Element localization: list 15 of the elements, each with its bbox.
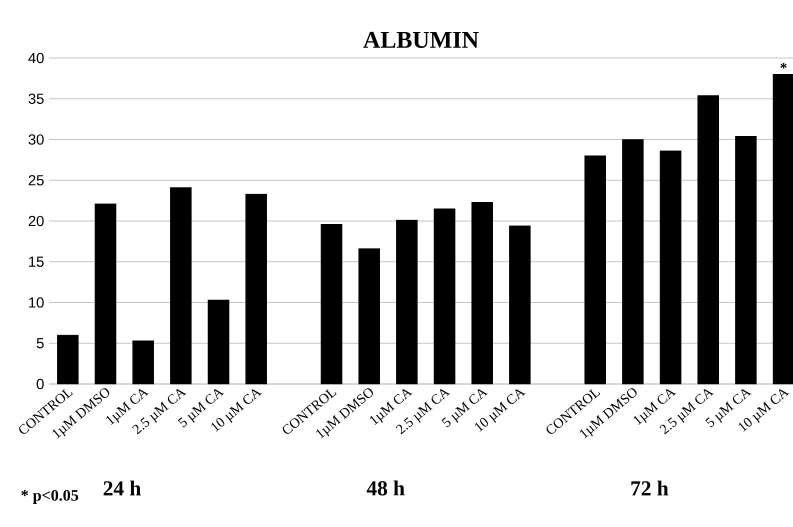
y-tick-label: 0 [36,378,44,390]
y-tick-label: 5 [36,338,44,348]
y-tick-label: 15 [29,256,44,267]
y-tick-label: 10 [29,297,44,308]
text: 48 h [366,480,405,496]
annotation: * [780,63,787,69]
y-tick-label: 40 [28,52,44,64]
text: 24 h [104,480,141,496]
y-tick-label: 20 [28,216,44,226]
chart-title: ALBUMIN [363,32,479,48]
text: * p<0.05 [21,490,78,504]
y-tick-label: 35 [28,94,44,104]
y-tick-label: 30 [28,134,44,145]
text: 72 h [631,480,668,496]
y-tick-label: 25 [28,175,44,186]
